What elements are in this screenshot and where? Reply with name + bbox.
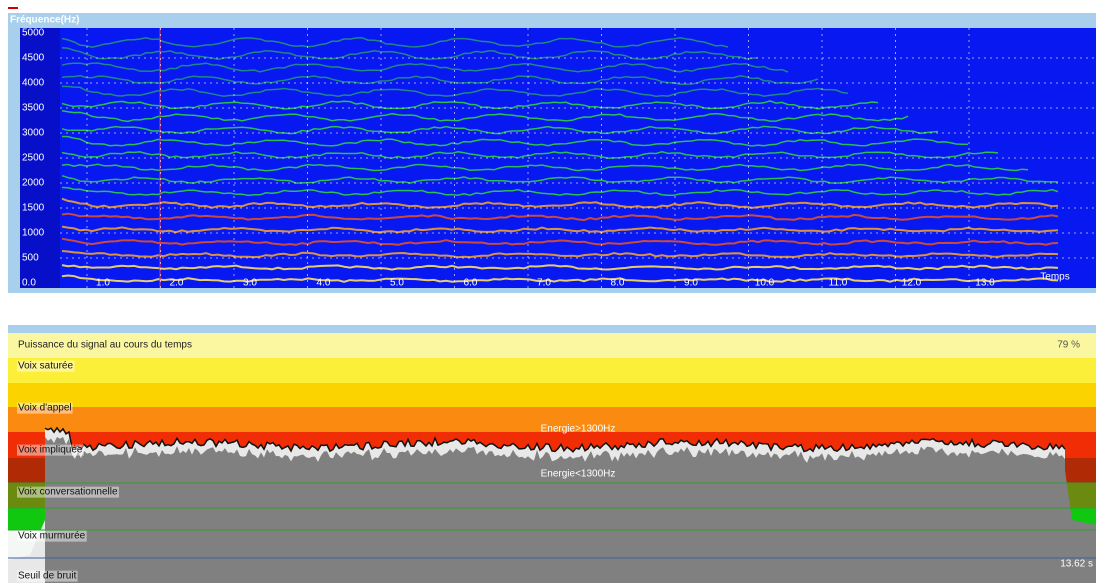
- x-tick-label: 11.0: [829, 278, 848, 289]
- low-energy-area: [45, 436, 1065, 583]
- x-tick-label: 13.0: [975, 278, 995, 289]
- y-tick-label: 0.0: [22, 278, 36, 289]
- y-tick-label: 3000: [22, 128, 45, 139]
- high-energy-label: Energie>1300Hz: [541, 424, 616, 435]
- y-tick-label: 5000: [22, 28, 45, 39]
- x-axis-label: Temps: [1040, 272, 1069, 283]
- zone-band: [8, 407, 1096, 432]
- zone-band: [8, 333, 1096, 358]
- harmonic: [61, 47, 759, 61]
- power-percent: 79 %: [1057, 340, 1080, 351]
- spectrogram-title: Fréquence(Hz): [10, 15, 79, 26]
- zone-label: Voix murmurée: [18, 531, 86, 542]
- zone-dark: [8, 458, 45, 483]
- spectrogram-content: 5000 4500 4000 3500 3000 2500 2000 1500 1000 500 0…: [22, 28, 1096, 289]
- x-tick-label: 7.0: [537, 278, 551, 289]
- x-tick-label: 9.0: [684, 278, 698, 289]
- y-tick-label: 500: [22, 253, 39, 264]
- harmonic: [61, 151, 999, 159]
- y-tick-label: 1000: [22, 228, 45, 239]
- spectrogram-left: [20, 28, 60, 288]
- zone-label-bg: [17, 570, 78, 582]
- tail-area: [1065, 470, 1096, 583]
- harmonic: [61, 225, 1059, 234]
- zone-label: Voix d'appel: [18, 403, 72, 414]
- zone-label: Voix saturée: [18, 361, 73, 372]
- zone-label: Voix conversationnelle: [18, 487, 118, 498]
- harmonic: [61, 163, 1029, 172]
- harmonic: [61, 274, 1059, 283]
- zone-band: [8, 383, 1096, 407]
- zone-label: Voix impliquée: [18, 445, 83, 456]
- harmonic: [61, 37, 729, 48]
- low-energy-label: Energie<1300Hz: [541, 469, 616, 480]
- marker: [8, 7, 18, 9]
- harmonic: [61, 250, 1059, 259]
- x-tick-label: 12.0: [902, 278, 922, 289]
- x-tick-label: 2.0: [170, 278, 184, 289]
- energy-curve: [44, 426, 1066, 453]
- x-tick-label: 1.0: [96, 278, 110, 289]
- x-tick-label: 4.0: [317, 278, 331, 289]
- x-tick-label: 6.0: [464, 278, 478, 289]
- y-tick-label: 3500: [22, 103, 45, 114]
- x-tick-label: 10.0: [755, 278, 775, 289]
- harmonic: [61, 110, 909, 123]
- harmonic: [61, 135, 969, 147]
- x-tick-label: 3.0: [243, 278, 257, 289]
- zone-label-bg: [17, 402, 73, 414]
- power-bands: [8, 333, 1096, 583]
- y-tick-label: 2000: [22, 178, 45, 189]
- y-tick-label: 4000: [22, 78, 45, 89]
- harmonic: [61, 186, 1059, 197]
- harmonic: [61, 125, 939, 135]
- duration-label: 13.62 s: [1060, 559, 1093, 570]
- harmonic: [61, 174, 1059, 184]
- zone-label-bg: [17, 530, 87, 542]
- harmonic: [61, 62, 789, 73]
- y-tick-label: 2500: [22, 153, 45, 164]
- harmonic: [61, 197, 1059, 209]
- x-tick-label: 5.0: [390, 278, 404, 289]
- zone-label: Seuil de bruit: [18, 571, 77, 582]
- y-tick-label: 1500: [22, 203, 45, 214]
- x-tick-label: 8.0: [611, 278, 625, 289]
- harmonic: [61, 74, 819, 86]
- zone-dark: [1065, 458, 1096, 483]
- zone-label-bg: [17, 360, 75, 372]
- harmonic: [61, 237, 1059, 246]
- head-area: [8, 520, 45, 583]
- harmonic: [61, 100, 879, 110]
- harmonic: [61, 264, 1059, 271]
- zone-label-bg: [17, 444, 84, 456]
- harmonic: [61, 212, 1059, 222]
- y-tick-label: 4500: [22, 53, 45, 64]
- zone-label-bg: [17, 486, 119, 498]
- zone-band: [8, 358, 1096, 383]
- power-title: Puissance du signal au cours du temps: [18, 340, 192, 351]
